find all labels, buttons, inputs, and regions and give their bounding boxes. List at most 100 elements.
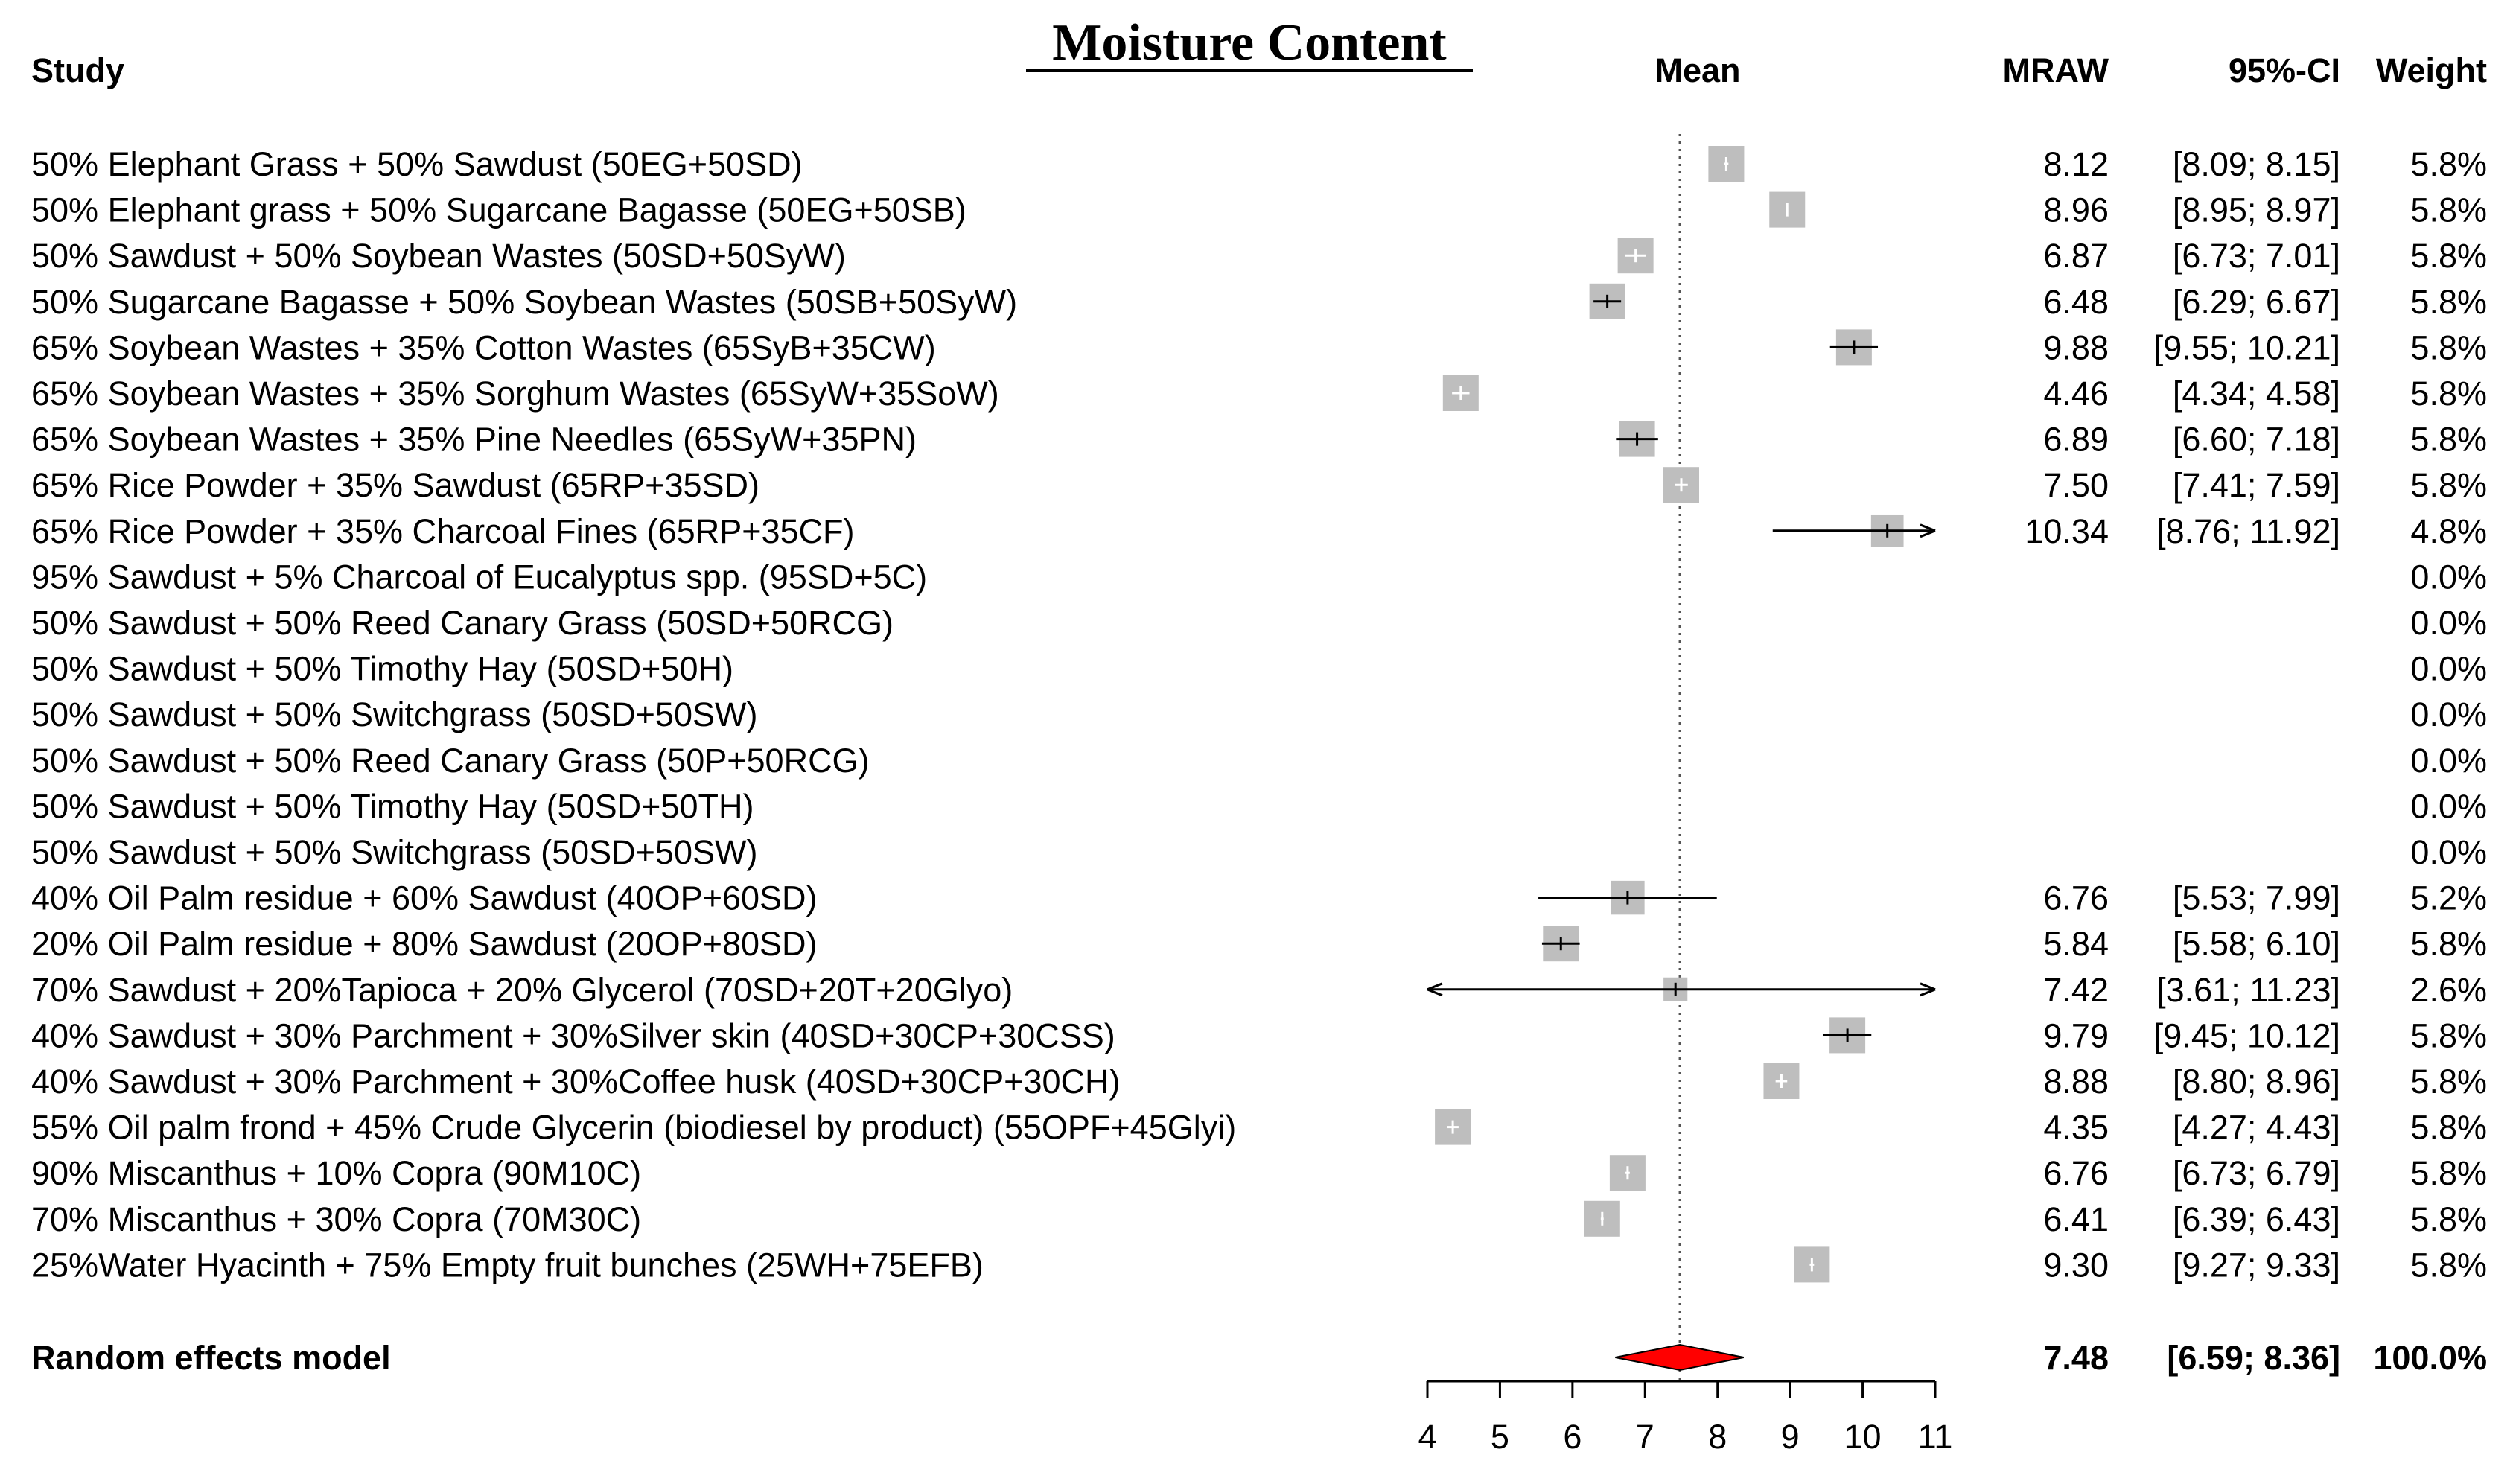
study-mean-value: 6.89 <box>2043 421 2109 459</box>
study-label: 50% Sawdust + 50% Reed Canary Grass (50P… <box>31 742 870 780</box>
study-weight-value: 5.8% <box>2410 145 2487 183</box>
study-mean-value: 6.76 <box>2043 879 2109 917</box>
study-ci-value: [9.55; 10.21] <box>2154 328 2340 366</box>
study-ci-value: [8.09; 8.15] <box>2173 145 2340 183</box>
x-tick-label: 10 <box>1844 1418 1882 1456</box>
study-label: 55% Oil palm frond + 45% Crude Glycerin … <box>31 1109 1236 1147</box>
study-weight-value: 5.8% <box>2410 237 2487 275</box>
study-ci-value: [6.73; 7.01] <box>2173 237 2340 275</box>
study-weight-value: 5.8% <box>2410 1016 2487 1054</box>
study-weight-value: 5.8% <box>2410 421 2487 459</box>
study-weight-value: 4.8% <box>2410 512 2487 550</box>
study-ci-value: [8.80; 8.96] <box>2173 1063 2340 1101</box>
study-label: 50% Elephant Grass + 50% Sawdust (50EG+5… <box>31 145 803 183</box>
x-tick-label: 9 <box>1781 1418 1800 1456</box>
study-weight-value: 0.0% <box>2410 787 2487 825</box>
study-mean-value: 8.96 <box>2043 191 2109 229</box>
x-tick-label: 4 <box>1418 1418 1436 1456</box>
study-mean-value: 9.30 <box>2043 1246 2109 1284</box>
study-weight-value: 5.8% <box>2410 375 2487 413</box>
study-weight-value: 5.8% <box>2410 191 2487 229</box>
study-mean-value: 9.88 <box>2043 328 2109 366</box>
pooled-weight-value: 100.0% <box>2373 1339 2487 1377</box>
header-weight: Weight <box>2376 51 2487 89</box>
study-label: 65% Soybean Wastes + 35% Sorghum Wastes … <box>31 375 999 413</box>
study-mean-value: 6.76 <box>2043 1154 2109 1192</box>
header-study: Study <box>31 51 124 89</box>
pooled-ci-value: [6.59; 8.36] <box>2167 1339 2340 1377</box>
study-label: 20% Oil Palm residue + 80% Sawdust (20OP… <box>31 925 818 963</box>
header-mean: Mean <box>1654 51 1740 89</box>
study-label: 50% Sawdust + 50% Switchgrass (50SD+50SW… <box>31 695 757 733</box>
chart-title: Moisture Content <box>1052 14 1446 71</box>
study-label: 50% Sawdust + 50% Reed Canary Grass (50S… <box>31 604 894 642</box>
study-ci-value: [5.58; 6.10] <box>2173 925 2340 963</box>
ci-arrow-right <box>1920 523 1936 538</box>
study-mean-value: 7.50 <box>2043 466 2109 504</box>
study-weight-value: 5.8% <box>2410 1109 2487 1147</box>
study-ci-value: [4.27; 4.43] <box>2173 1109 2340 1147</box>
study-label: 40% Oil Palm residue + 60% Sawdust (40OP… <box>31 879 818 917</box>
study-mean-value: 6.48 <box>2043 283 2109 321</box>
study-weight-value: 0.0% <box>2410 833 2487 871</box>
x-tick-label: 11 <box>1918 1418 1953 1456</box>
study-label: 40% Sawdust + 30% Parchment + 30%Silver … <box>31 1016 1115 1054</box>
study-ci-value: [9.45; 10.12] <box>2154 1016 2340 1054</box>
study-weight-value: 2.6% <box>2410 971 2487 1009</box>
study-mean-value: 9.79 <box>2043 1016 2109 1054</box>
study-weight-value: 5.8% <box>2410 466 2487 504</box>
study-weight-value: 5.8% <box>2410 925 2487 963</box>
study-weight-value: 0.0% <box>2410 604 2487 642</box>
study-label: 90% Miscanthus + 10% Copra (90M10C) <box>31 1154 641 1192</box>
study-label: 65% Rice Powder + 35% Sawdust (65RP+35SD… <box>31 466 759 504</box>
study-ci-value: [6.73; 6.79] <box>2173 1154 2340 1192</box>
x-tick-label: 6 <box>1563 1418 1582 1456</box>
pooled-mean-value: 7.48 <box>2043 1339 2109 1377</box>
study-label: 65% Soybean Wastes + 35% Pine Needles (6… <box>31 421 917 459</box>
study-mean-value: 4.46 <box>2043 375 2109 413</box>
ci-arrow-left <box>1427 982 1443 997</box>
study-ci-value: [8.76; 11.92] <box>2156 512 2340 550</box>
study-label: 65% Soybean Wastes + 35% Cotton Wastes (… <box>31 328 936 366</box>
study-ci-value: [5.53; 7.99] <box>2173 879 2340 917</box>
study-mean-value: 6.87 <box>2043 237 2109 275</box>
study-weight-value: 5.8% <box>2410 1246 2487 1284</box>
study-ci-value: [6.60; 7.18] <box>2173 421 2340 459</box>
study-mean-value: 5.84 <box>2043 925 2109 963</box>
pooled-label: Random effects model <box>31 1339 391 1377</box>
study-weight-value: 5.8% <box>2410 1200 2487 1238</box>
study-ci-value: [6.29; 6.67] <box>2173 283 2340 321</box>
study-label: 95% Sawdust + 5% Charcoal of Eucalyptus … <box>31 558 927 596</box>
study-mean-value: 10.34 <box>2025 512 2109 550</box>
study-label: 70% Sawdust + 20%Tapioca + 20% Glycerol … <box>31 971 1013 1009</box>
study-ci-value: [9.27; 9.33] <box>2173 1246 2340 1284</box>
study-ci-value: [8.95; 8.97] <box>2173 191 2340 229</box>
study-label: 50% Sugarcane Bagasse + 50% Soybean Wast… <box>31 283 1017 321</box>
study-mean-value: 8.12 <box>2043 145 2109 183</box>
study-weight-value: 0.0% <box>2410 742 2487 780</box>
study-label: 50% Elephant grass + 50% Sugarcane Bagas… <box>31 191 966 229</box>
plot-area: 50% Elephant Grass + 50% Sawdust (50EG+5… <box>31 134 2487 1456</box>
study-label: 50% Sawdust + 50% Timothy Hay (50SD+50H) <box>31 650 733 688</box>
x-tick-label: 8 <box>1708 1418 1727 1456</box>
study-label: 65% Rice Powder + 35% Charcoal Fines (65… <box>31 512 855 550</box>
study-weight-value: 5.8% <box>2410 328 2487 366</box>
study-ci-value: [3.61; 11.23] <box>2156 971 2340 1009</box>
study-weight-value: 5.8% <box>2410 1063 2487 1101</box>
study-ci-value: [6.39; 6.43] <box>2173 1200 2340 1238</box>
x-tick-label: 7 <box>1636 1418 1654 1456</box>
study-weight-value: 5.8% <box>2410 1154 2487 1192</box>
study-label: 40% Sawdust + 30% Parchment + 30%Coffee … <box>31 1063 1121 1101</box>
ci-arrow-right <box>1920 982 1936 997</box>
study-mean-value: 4.35 <box>2043 1109 2109 1147</box>
study-mean-value: 8.88 <box>2043 1063 2109 1101</box>
study-weight-value: 0.0% <box>2410 650 2487 688</box>
study-label: 25%Water Hyacinth + 75% Empty fruit bunc… <box>31 1246 984 1284</box>
study-weight-value: 0.0% <box>2410 558 2487 596</box>
study-ci-value: [7.41; 7.59] <box>2173 466 2340 504</box>
study-ci-value: [4.34; 4.58] <box>2173 375 2340 413</box>
pooled-diamond <box>1615 1343 1744 1372</box>
study-mean-value: 6.41 <box>2043 1200 2109 1238</box>
study-weight-value: 5.8% <box>2410 283 2487 321</box>
